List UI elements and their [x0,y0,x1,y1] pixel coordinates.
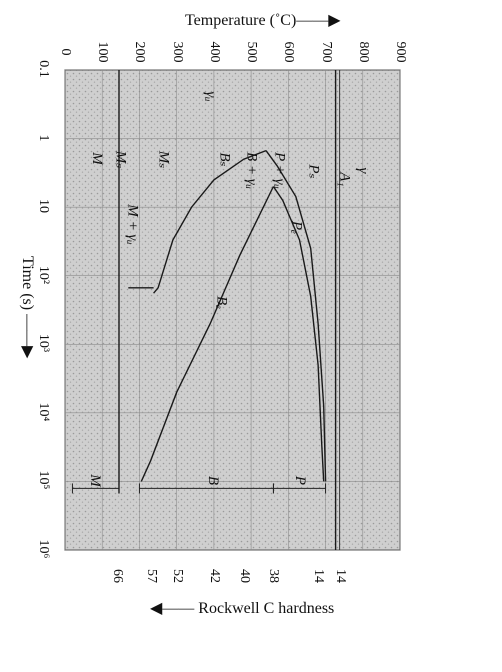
curves [118,70,341,550]
y-axis-label: Temperature (˚C)——▶ [185,12,341,29]
hardness-tick-label-6: 14 [311,569,327,583]
time-tick-label-7: 10⁶ [36,539,51,559]
temp-tick-label-4: 400 [206,41,222,63]
region-label-0: γ [355,167,372,174]
series-line-3 [153,149,267,294]
region-label-9: Mₛ [112,150,129,169]
temp-tick-label-8: 800 [355,41,371,63]
hardness-tick-label-7: 14 [333,569,349,583]
temp-tick-label-1: 100 [95,41,111,63]
time-tick-label-5: 10⁴ [36,402,51,422]
hardness-tick-label-4: 40 [236,569,252,583]
temp-tick-label-6: 600 [281,41,297,63]
region-label-11: Pₑ [288,220,305,234]
temp-tick-label-9: 900 [393,41,408,63]
secondary-axis-label: ◀—— Rockwell C hardness [150,600,335,617]
time-tick-label-4: 10³ [36,334,51,353]
region-label-7: Mₛ [155,150,172,169]
time-tick-label-1: 1 [36,134,51,142]
region-label-14: B [204,476,221,486]
temp-tick-label-5: 500 [244,41,260,63]
series-line-5 [140,186,275,482]
region-label-2: Pₛ [305,164,322,179]
region-label-4: B + γᵤ [243,152,260,190]
region-label-3: P + γᵤ [271,152,288,190]
region-label-1: A₁ [336,172,353,187]
plot-area [64,69,401,551]
hardness-tick-label-1: 57 [143,569,159,583]
region-label-5: Bₛ [216,152,233,167]
temp-tick-label-7: 700 [318,41,334,63]
hardness-tick-label-3: 42 [206,569,222,583]
region-label-6: γᵤ [202,91,219,102]
temp-tick-label-3: 300 [169,41,185,63]
hardness-tick-label-2: 52 [169,569,185,583]
hardness-tick-label-5: 38 [266,569,282,583]
grid [64,69,401,551]
series-line-2 [265,150,327,482]
region-label-15: P [292,476,308,486]
time-tick-label-6: 10⁵ [36,470,51,490]
hardness-markers [71,483,327,494]
region-label-10: M [89,152,106,165]
series-line-4 [272,186,325,482]
temp-tick-label-0: 0 [58,48,73,56]
region-label-13: M [87,474,104,488]
hardness-tick-label-0: 66 [110,569,126,583]
region-label-8: M + γᵤ [124,203,141,245]
time-tick-label-3: 10² [36,265,51,284]
time-tick-label-0: 0.1 [36,60,51,78]
region-label-12: Bₑ [213,295,230,310]
temp-tick-label-2: 200 [132,41,148,63]
time-tick-label-2: 10 [36,199,51,214]
